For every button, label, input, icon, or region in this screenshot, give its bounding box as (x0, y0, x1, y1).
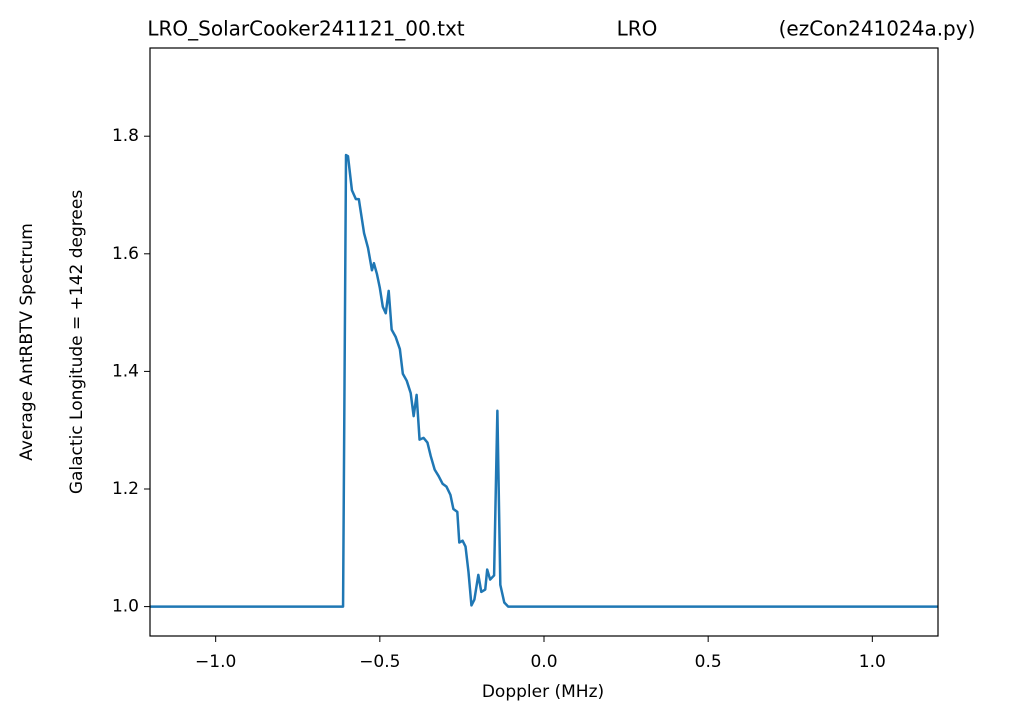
data-line (150, 153, 938, 608)
y-tick-label: 1.4 (112, 361, 139, 381)
y-tick-label: 1.6 (112, 244, 139, 264)
chart-title: LRO (617, 17, 658, 41)
y-axis-label: Galactic Longitude = +142 degrees (67, 190, 87, 494)
plot-frame (149, 47, 939, 637)
chart-title: LRO_SolarCooker241121_00.txt (147, 17, 464, 41)
y-tick-label: 1.2 (112, 479, 139, 499)
y-axis-label: Average AntRBTV Spectrum (17, 223, 37, 461)
x-axis-label: Doppler (MHz) (482, 682, 604, 702)
x-tick-label: 0.0 (530, 652, 557, 672)
x-tick-label: 1.0 (859, 652, 886, 672)
chart-title: (ezCon241024a.py) (779, 17, 976, 41)
x-tick-label: −0.5 (359, 652, 400, 672)
x-tick-label: 0.5 (695, 652, 722, 672)
y-tick-label: 1.8 (112, 126, 139, 146)
y-tick-label: 1.0 (112, 597, 139, 617)
x-tick-label: −1.0 (195, 652, 236, 672)
